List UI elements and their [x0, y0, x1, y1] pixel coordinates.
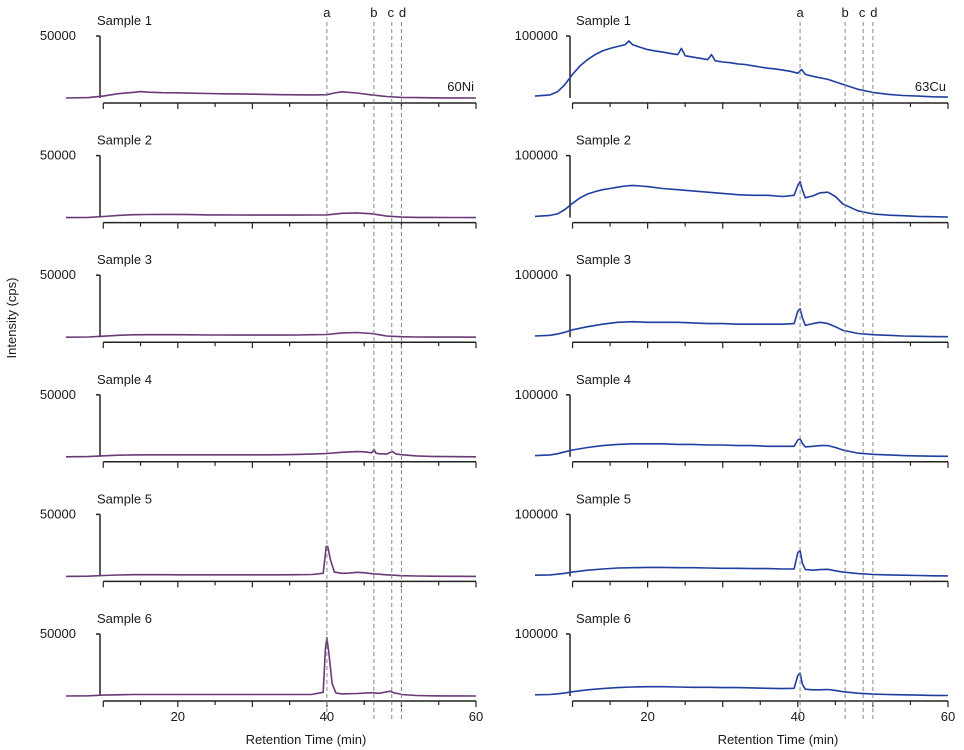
- subplot-63cu-4: 100000 Sample 4: [515, 372, 949, 468]
- sample-label: Sample 5: [97, 491, 152, 506]
- y-axis-title: Intensity (cps): [4, 278, 19, 359]
- x-tick-label: 20: [171, 709, 185, 724]
- subplot-63cu-3: 100000 Sample 3: [515, 252, 949, 349]
- y-tick-label: 50000: [40, 28, 76, 43]
- series-line-sample-1: [65, 90, 477, 99]
- x-axis-title-right: Retention Time (min): [718, 732, 839, 747]
- marker-label-b: b: [370, 5, 377, 20]
- sample-label: Sample 4: [97, 372, 152, 387]
- x-tick-label: 60: [469, 709, 483, 724]
- subplot-63cu-5: 100000 Sample 5: [515, 491, 949, 588]
- subplot-60ni-3: 50000 Sample 3: [40, 252, 477, 349]
- sample-label: Sample 5: [576, 491, 631, 506]
- sample-label: Sample 3: [97, 252, 152, 267]
- y-tick-label: 100000: [515, 267, 558, 282]
- subplot-63cu-1: 100000 Sample 1 63Cu: [515, 13, 949, 109]
- series-line-sample-1: [534, 40, 949, 98]
- marker-label-b: b: [842, 5, 849, 20]
- panel-60ni: 50000 Sample 1 60Ni 50000 Sample 2 50000 Sampl…: [40, 5, 483, 724]
- marker-label-c: c: [388, 5, 395, 20]
- series-line-sample-4: [534, 438, 949, 458]
- subplot-60ni-1: 50000 Sample 1 60Ni: [40, 13, 477, 109]
- y-tick-label: 50000: [40, 506, 76, 521]
- series-line-sample-5: [65, 545, 477, 578]
- subplot-63cu-6: 100000 Sample 6 20 40 60: [515, 611, 956, 724]
- sample-label: Sample 3: [576, 252, 631, 267]
- marker-label-d: d: [870, 5, 877, 20]
- y-tick-label: 50000: [40, 267, 76, 282]
- y-tick-label: 100000: [515, 387, 558, 402]
- marker-label-c: c: [859, 5, 866, 20]
- sample-label: Sample 6: [97, 611, 152, 626]
- marker-label-d: d: [399, 5, 406, 20]
- x-axis-title-left: Retention Time (min): [246, 732, 367, 747]
- x-tick-label: 20: [640, 709, 654, 724]
- element-label: 63Cu: [915, 79, 946, 94]
- subplot-60ni-4: 50000 Sample 4: [40, 372, 477, 468]
- sample-label: Sample 4: [576, 372, 631, 387]
- y-tick-label: 50000: [40, 626, 76, 641]
- sample-label: Sample 1: [576, 13, 631, 28]
- series-line-sample-6: [534, 672, 949, 697]
- marker-label-a: a: [796, 5, 804, 20]
- y-tick-label: 100000: [515, 28, 558, 43]
- series-line-sample-5: [534, 549, 949, 577]
- marker-label-a: a: [323, 5, 331, 20]
- panels: 50000 Sample 1 60Ni 50000 Sample 2 50000 Sampl…: [40, 5, 955, 724]
- series-line-sample-2: [65, 212, 477, 219]
- subplot-60ni-5: 50000 Sample 5: [40, 491, 477, 588]
- x-tick-label: 40: [791, 709, 805, 724]
- y-tick-label: 100000: [515, 148, 558, 163]
- x-tick-label: 60: [941, 709, 955, 724]
- y-tick-label: 50000: [40, 148, 76, 163]
- y-tick-label: 100000: [515, 506, 558, 521]
- subplot-60ni-2: 50000 Sample 2: [40, 133, 477, 229]
- y-tick-label: 100000: [515, 626, 558, 641]
- sample-label: Sample 1: [97, 13, 152, 28]
- sample-label: Sample 2: [97, 133, 152, 148]
- subplot-63cu-2: 100000 Sample 2: [515, 133, 949, 229]
- series-line-sample-2: [534, 180, 949, 218]
- series-line-sample-6: [65, 636, 477, 697]
- sample-label: Sample 6: [576, 611, 631, 626]
- y-tick-label: 50000: [40, 387, 76, 402]
- element-label: 60Ni: [447, 79, 474, 94]
- series-line-sample-4: [65, 448, 477, 458]
- panel-63cu: 100000 Sample 1 63Cu 100000 Sample 2 100000 Sa…: [515, 5, 956, 724]
- series-line-sample-3: [534, 307, 949, 338]
- series-line-sample-3: [65, 331, 477, 338]
- sample-label: Sample 2: [576, 133, 631, 148]
